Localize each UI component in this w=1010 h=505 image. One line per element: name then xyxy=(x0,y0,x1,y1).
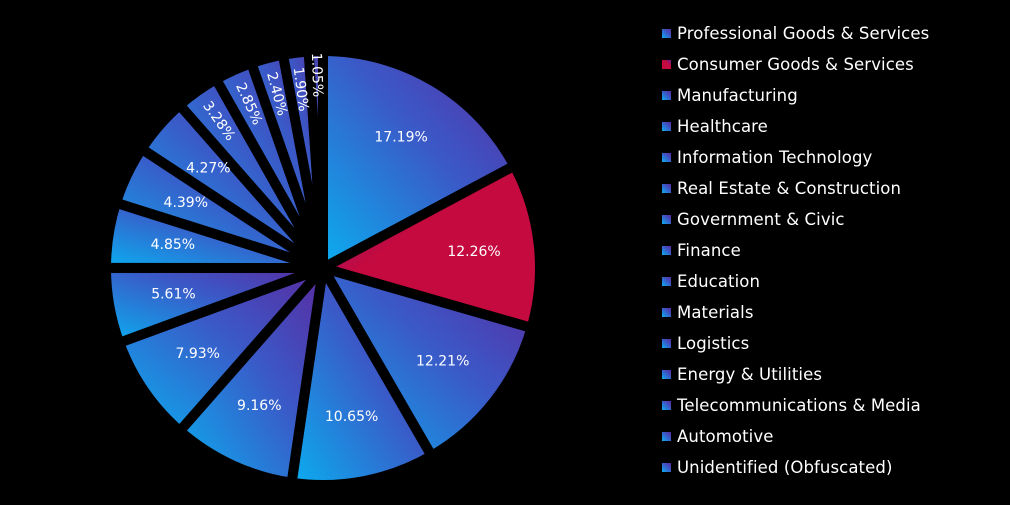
legend-swatch xyxy=(662,432,671,441)
pie-slice xyxy=(318,46,520,273)
slice-data-label: 10.65% xyxy=(325,409,378,425)
legend-swatch xyxy=(662,339,671,348)
slice-data-label: 17.19% xyxy=(374,130,427,146)
slice-data-label: 1.05% xyxy=(308,52,325,97)
legend-entry: Information Technology xyxy=(662,142,929,173)
legend-swatch xyxy=(662,91,671,100)
legend-label: Energy & Utilities xyxy=(677,365,823,384)
legend-label: Healthcare xyxy=(677,117,768,136)
legend-entry: Consumer Goods & Services xyxy=(662,49,929,80)
pie-slice xyxy=(286,263,437,490)
legend-entry: Government & Civic xyxy=(662,204,929,235)
legend-swatch xyxy=(662,122,671,131)
pie-slices xyxy=(100,45,545,490)
legend-label: Professional Goods & Services xyxy=(677,24,930,43)
legend-swatch xyxy=(662,463,671,472)
slice-data-label: 5.61% xyxy=(151,287,195,303)
legend-swatch xyxy=(662,60,671,69)
pie-slice xyxy=(318,160,545,333)
legend-swatch xyxy=(662,246,671,255)
slice-data-label: 7.93% xyxy=(175,346,219,362)
pie-slice xyxy=(318,263,537,461)
legend-entry: Automotive xyxy=(662,421,929,452)
pie-slice xyxy=(174,263,328,488)
legend-swatch xyxy=(662,308,671,317)
slice-data-label: 12.26% xyxy=(447,244,500,260)
legend-swatch xyxy=(662,370,671,379)
legend-label: Consumer Goods & Services xyxy=(677,55,914,74)
pie-slice xyxy=(303,45,328,273)
legend-entry: Logistics xyxy=(662,328,929,359)
legend-label: Logistics xyxy=(677,334,750,353)
legend: Professional Goods & Services Consumer Go… xyxy=(662,18,929,483)
legend-entry: Finance xyxy=(662,235,929,266)
legend-entry: Education xyxy=(662,266,929,297)
legend-swatch xyxy=(662,401,671,410)
legend-swatch xyxy=(662,184,671,193)
slice-data-label: 9.16% xyxy=(237,398,281,414)
legend-label: Materials xyxy=(677,303,754,322)
legend-label: Finance xyxy=(677,241,741,260)
slice-data-label: 4.85% xyxy=(151,237,195,253)
legend-entry: Real Estate & Construction xyxy=(662,173,929,204)
legend-label: Manufacturing xyxy=(677,86,798,105)
legend-swatch xyxy=(662,29,671,38)
slice-data-label: 12.21% xyxy=(416,354,469,370)
slice-data-label: 4.39% xyxy=(164,195,208,211)
legend-entry: Unidentified (Obfuscated) xyxy=(662,452,929,483)
legend-label: Automotive xyxy=(677,427,774,446)
legend-entry: Materials xyxy=(662,297,929,328)
legend-entry: Energy & Utilities xyxy=(662,359,929,390)
legend-swatch xyxy=(662,153,671,162)
legend-entry: Telecommunications & Media xyxy=(662,390,929,421)
legend-label: Real Estate & Construction xyxy=(677,179,902,198)
legend-label: Unidentified (Obfuscated) xyxy=(677,458,893,477)
legend-entry: Manufacturing xyxy=(662,80,929,111)
legend-swatch xyxy=(662,215,671,224)
legend-label: Information Technology xyxy=(677,148,873,167)
legend-entry: Professional Goods & Services xyxy=(662,18,929,49)
legend-label: Telecommunications & Media xyxy=(677,396,921,415)
legend-label: Government & Civic xyxy=(677,210,845,229)
slice-data-label: 4.27% xyxy=(186,160,230,176)
slice-data-label: 1.90% xyxy=(290,66,311,112)
legend-entry: Healthcare xyxy=(662,111,929,142)
legend-label: Education xyxy=(677,272,761,291)
legend-swatch xyxy=(662,277,671,286)
